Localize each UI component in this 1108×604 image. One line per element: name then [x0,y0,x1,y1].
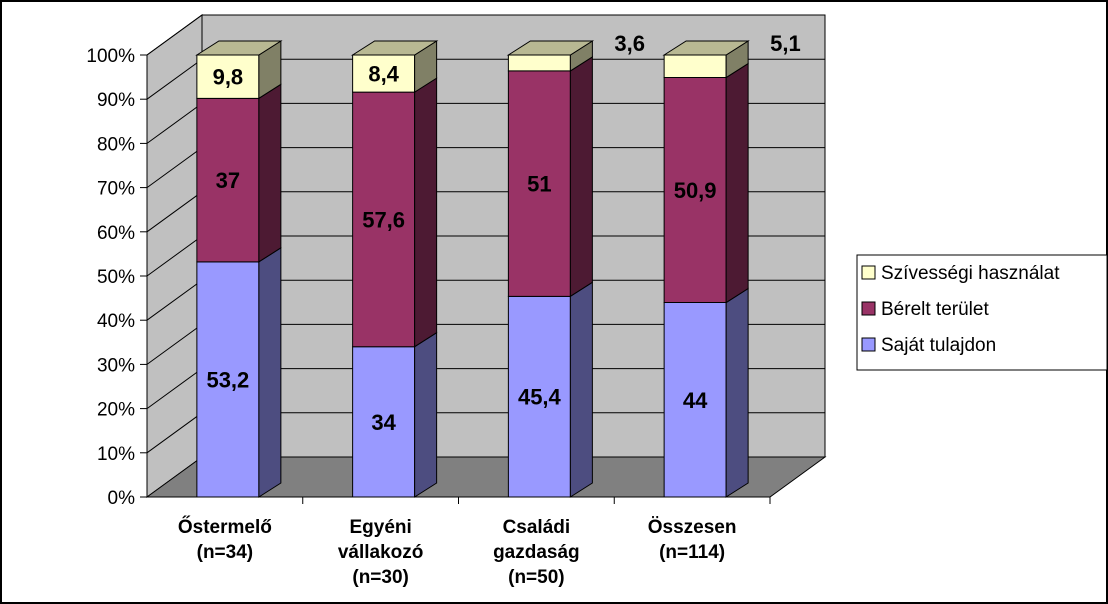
legend-swatch [861,337,876,352]
legend-label: Szívességi használat [881,263,1060,284]
bar-sz-vess-gi-haszn-lat-front [663,54,727,79]
data-label: 9,8 [213,65,244,90]
y-tick-label: 10% [97,444,135,465]
y-tick-label: 0% [108,488,136,509]
legend-swatch [861,301,876,316]
y-tick-label: 70% [97,179,135,200]
x-tick-label: (n=114) [659,542,725,563]
data-label: 53,2 [206,367,249,392]
bar-b-relt-ter-let-side [725,62,749,304]
y-tick-label: 90% [97,90,135,111]
bar-saj-t-tulajdon-side [569,281,593,498]
data-label: 5,1 [770,31,801,56]
x-tick-label: Őstermelő [178,516,272,538]
x-tick-label: gazdaság [493,542,580,563]
bar-sz-vess-gi-haszn-lat-top [662,40,750,56]
y-tick-label: 30% [97,355,135,376]
x-tick-label: Családi [503,517,571,538]
legend-label: Saját tulajdon [881,335,996,356]
data-label: 51 [527,172,551,197]
x-tick-label: Összesen [648,517,737,538]
x-tick-label: Egyéni [349,517,411,538]
data-label: 34 [371,410,396,435]
y-tick-label: 80% [97,134,135,155]
bar-b-relt-ter-let-side [414,77,438,348]
bar-sz-vess-gi-haszn-lat-top [506,40,595,56]
bar-b-relt-ter-let-side [569,56,593,298]
y-tick-label: 100% [86,46,135,67]
bar-saj-t-tulajdon-side [725,287,749,498]
data-label: 45,4 [518,385,562,410]
y-tick-label: 20% [97,400,135,421]
data-label: 8,4 [368,62,399,87]
bar-saj-t-tulajdon-side [258,246,282,498]
x-tick-label: (n=34) [197,542,254,563]
data-label: 37 [216,168,240,193]
data-label: 44 [683,388,708,413]
legend-label: Bérelt terület [881,299,989,320]
bar-b-relt-ter-let-side [258,83,282,263]
legend-swatch [861,265,876,280]
y-tick-label: 40% [97,311,135,332]
bar-saj-t-tulajdon-side [414,331,438,498]
data-label: 50,9 [674,178,717,203]
data-label: 57,6 [362,207,405,232]
bar-sz-vess-gi-haszn-lat-front [507,54,571,72]
x-tick-label: (n=50) [508,567,565,588]
y-tick-label: 60% [97,223,135,244]
x-tick-label: (n=30) [352,567,409,588]
bar-sz-vess-gi-haszn-lat-top [350,40,439,56]
x-tick-label: vállakozó [338,542,424,563]
bar-sz-vess-gi-haszn-lat-top [195,40,283,56]
legend-box [856,254,1108,371]
data-label: 3,6 [614,31,645,56]
y-tick-label: 50% [97,267,135,288]
gridline [146,14,825,56]
